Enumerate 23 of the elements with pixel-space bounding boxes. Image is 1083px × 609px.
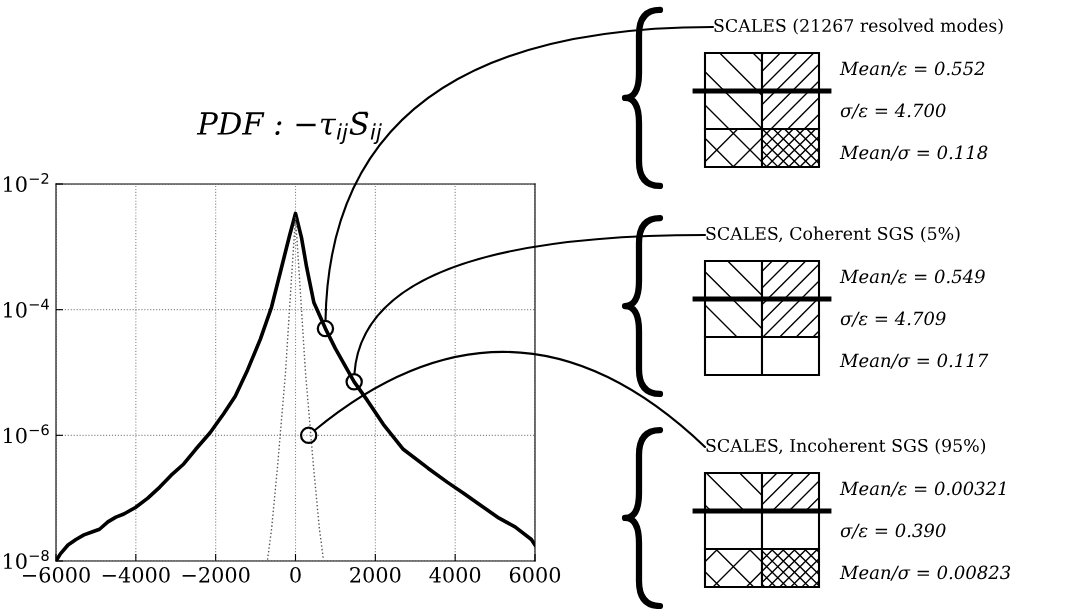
text: σ/ε = 4.700 bbox=[840, 103, 946, 119]
x-tick-label: −4000 bbox=[102, 566, 170, 583]
x-tick-label: 0 bbox=[290, 566, 301, 583]
text: Mean/ε = 0.549 bbox=[839, 269, 985, 285]
annotation: SCALES (21267 resolved modes) bbox=[714, 18, 1003, 35]
line-series bbox=[266, 216, 325, 561]
x-tick-label: 6000 bbox=[509, 566, 561, 583]
y-tick-label: 10$^{−4}$ bbox=[4, 298, 49, 318]
text: σ/ε = 4.709 bbox=[840, 311, 946, 327]
text: σ/ε = 0.390 bbox=[840, 523, 946, 539]
chart-title: PDF : −τ$_{ij}$S̄$_{ij}$ bbox=[196, 111, 382, 145]
annotation: SCALES, Coherent SGS (5%) bbox=[706, 226, 960, 243]
y-tick-label: 10$^{−6}$ bbox=[4, 424, 49, 444]
x-tick-label: 2000 bbox=[350, 566, 401, 583]
annotation: SCALES, Incoherent SGS (95%) bbox=[706, 438, 986, 455]
text: Mean/σ = 0.118 bbox=[839, 145, 988, 161]
text: Mean/σ = 0.117 bbox=[839, 353, 989, 369]
y-tick-label: 10$^{−2}$ bbox=[4, 172, 49, 193]
x-tick-label: 4000 bbox=[429, 566, 481, 583]
x-tick-label: −2000 bbox=[182, 566, 250, 583]
text: Mean/σ = 0.00823 bbox=[839, 565, 1011, 581]
text: Mean/ε = 0.552 bbox=[839, 61, 985, 77]
text: Mean/ε = 0.00321 bbox=[839, 481, 1006, 497]
